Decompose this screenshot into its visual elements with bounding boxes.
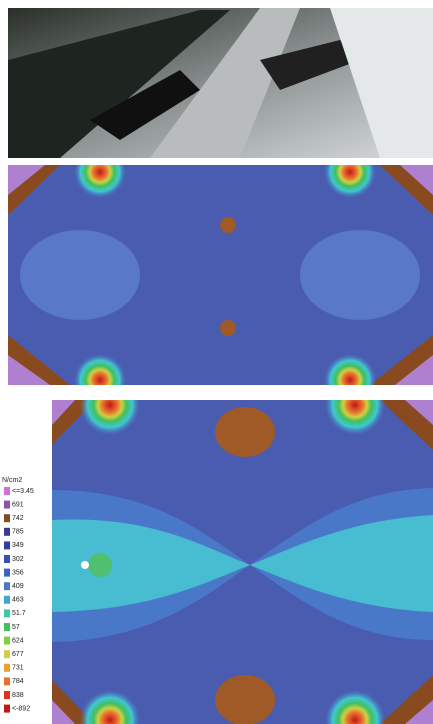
legend-label: 691 xyxy=(12,501,24,508)
legend-swatch xyxy=(4,541,10,549)
legend-label: 356 xyxy=(12,569,24,576)
legend-swatch xyxy=(4,623,10,631)
legend-label: 51.7 xyxy=(12,610,26,617)
legend-label: 463 xyxy=(12,597,24,604)
figure: N/cm2 <=3.45 691 742 785 349 302 356 409 463 51.7… xyxy=(0,0,433,724)
legend-unit: N/cm2 xyxy=(2,477,22,484)
photo xyxy=(8,8,433,158)
legend-swatch xyxy=(4,501,10,509)
contour-plot xyxy=(8,146,433,406)
legend-swatch xyxy=(4,677,10,685)
legend-swatch xyxy=(4,528,10,536)
legend-label: <=3.45 xyxy=(12,488,34,495)
legend-label: 742 xyxy=(12,515,24,522)
contour-plot xyxy=(52,375,433,724)
legend-swatch xyxy=(4,650,10,658)
legend-swatch xyxy=(4,596,10,604)
legend-swatch xyxy=(4,637,10,645)
legend-swatch xyxy=(4,569,10,577)
legend-swatch xyxy=(4,664,10,672)
legend-label: 677 xyxy=(12,651,24,658)
legend-label: 302 xyxy=(12,556,24,563)
legend-label: 838 xyxy=(12,692,24,699)
legend-label: 57 xyxy=(12,624,20,631)
legend-label: 409 xyxy=(12,583,24,590)
legend-swatch xyxy=(4,691,10,699)
legend-label: 784 xyxy=(12,678,24,685)
legend-label: <-892 xyxy=(12,705,30,712)
legend-swatch xyxy=(4,609,10,617)
legend-label: 349 xyxy=(12,542,24,549)
legend: N/cm2 <=3.45 691 742 785 349 302 356 409 463 51.7… xyxy=(2,477,34,713)
legend-swatch xyxy=(4,514,10,522)
legend-swatch xyxy=(4,582,10,590)
legend-swatch xyxy=(4,487,10,495)
legend-swatch xyxy=(4,555,10,563)
legend-swatch xyxy=(4,705,10,713)
legend-label: 785 xyxy=(12,529,24,536)
legend-label: 731 xyxy=(12,665,24,672)
legend-label: 624 xyxy=(12,637,24,644)
